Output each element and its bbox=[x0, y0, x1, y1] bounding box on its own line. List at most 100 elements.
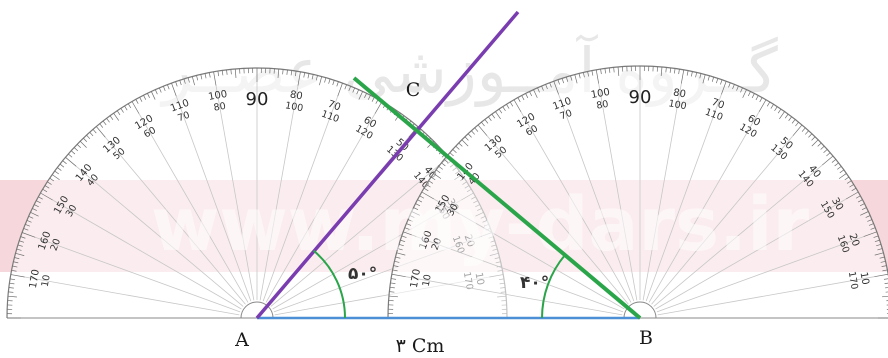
protractor-tick bbox=[449, 152, 454, 157]
protractor-tick bbox=[587, 71, 589, 77]
protractor-tick bbox=[541, 85, 544, 91]
protractor-tick bbox=[811, 136, 816, 141]
protractor-tick bbox=[191, 76, 195, 86]
protractor-tick bbox=[277, 68, 280, 78]
protractor-tick bbox=[364, 93, 367, 98]
protractor-tick bbox=[25, 224, 30, 227]
protractor-tick bbox=[423, 187, 429, 192]
protractor-tick bbox=[851, 187, 857, 192]
protractor-tick bbox=[428, 180, 434, 184]
protractor-tick bbox=[86, 134, 91, 140]
protractor-tick bbox=[857, 199, 863, 203]
protractor-tick bbox=[391, 278, 397, 280]
protractor-tick bbox=[845, 191, 859, 200]
protractor-ray bbox=[270, 165, 439, 307]
protractor-label-inner: 170 bbox=[846, 271, 860, 291]
protractor-tick bbox=[337, 82, 343, 97]
protractor-tick bbox=[859, 203, 865, 207]
protractor-tick bbox=[344, 84, 347, 90]
protractor-tick bbox=[834, 162, 839, 167]
protractor-tick bbox=[801, 127, 806, 132]
protractor-label-outer: 170 bbox=[409, 268, 423, 289]
protractor-tick bbox=[187, 77, 190, 83]
protractor-tick bbox=[742, 89, 747, 98]
protractor-tick bbox=[217, 71, 220, 77]
protractor-tick bbox=[208, 72, 211, 78]
protractor-tick bbox=[124, 105, 128, 111]
protractor-tick bbox=[16, 248, 22, 251]
protractor-tick bbox=[234, 68, 237, 78]
protractor-tick bbox=[617, 66, 620, 76]
protractor-tick bbox=[163, 86, 166, 91]
protractor-ray bbox=[138, 113, 249, 303]
protractor-ray bbox=[653, 164, 823, 307]
protractor-tick bbox=[820, 145, 825, 150]
protractor-tick bbox=[533, 89, 538, 98]
protractor-tick bbox=[397, 248, 403, 251]
protractor-tick bbox=[417, 199, 423, 203]
protractor-tick bbox=[303, 72, 306, 78]
protractor-tick bbox=[92, 129, 97, 134]
protractor-tick bbox=[109, 115, 114, 120]
protractor-tick bbox=[147, 93, 150, 98]
protractor-tick bbox=[877, 248, 883, 251]
protractor-tick bbox=[779, 111, 785, 120]
protractor-label-inner: 100 bbox=[668, 98, 688, 112]
protractor-tick bbox=[183, 78, 186, 84]
protractor-tick bbox=[513, 99, 522, 113]
protractor-tick bbox=[604, 68, 606, 74]
protractor-ray bbox=[104, 136, 246, 305]
protractor-tick bbox=[352, 87, 356, 93]
protractor-tick bbox=[811, 139, 819, 147]
protractor-tick bbox=[282, 69, 284, 75]
protractor-label-outer: 10 bbox=[858, 271, 871, 285]
protractor-tick bbox=[521, 95, 525, 101]
protractor-tick bbox=[158, 87, 162, 93]
protractor-tick bbox=[348, 86, 351, 91]
protractor-tick bbox=[795, 121, 799, 127]
protractor-tick bbox=[855, 195, 861, 199]
protractor-tick bbox=[367, 95, 371, 100]
protractor-tick bbox=[837, 166, 842, 170]
protractor-tick bbox=[42, 188, 48, 193]
protractor-tick bbox=[396, 252, 406, 256]
protractor-tick bbox=[120, 108, 124, 113]
protractor-ray bbox=[645, 94, 722, 302]
watermark-url-text: www.my-dars.ir bbox=[151, 182, 809, 268]
protractor-tick bbox=[34, 204, 39, 208]
protractor-ray bbox=[558, 94, 635, 302]
protractor-tick bbox=[721, 81, 727, 95]
protractor-tick bbox=[882, 269, 888, 272]
angle-arc-b bbox=[541, 254, 566, 319]
protractor-ray bbox=[651, 135, 794, 305]
protractor-tick bbox=[7, 295, 17, 298]
protractor-tick bbox=[680, 69, 685, 84]
protractor-tick bbox=[458, 142, 463, 147]
protractor-ray bbox=[657, 276, 875, 316]
protractor-tick bbox=[356, 89, 360, 95]
protractor-tick bbox=[286, 69, 288, 75]
protractor-tick bbox=[874, 252, 884, 256]
protractor-tick bbox=[324, 77, 327, 83]
protractor-tick bbox=[79, 140, 87, 148]
protractor-ray bbox=[259, 85, 299, 301]
protractor-tick bbox=[143, 95, 147, 100]
protractor-tick bbox=[403, 231, 417, 237]
protractor-tick bbox=[62, 160, 67, 165]
protractor-tick bbox=[395, 256, 401, 259]
protractor-tick bbox=[879, 256, 885, 259]
point-label-b: B bbox=[639, 327, 653, 349]
protractor-tick bbox=[32, 208, 37, 211]
protractor-label-inner: 80 bbox=[213, 101, 227, 114]
protractor-tick bbox=[213, 71, 217, 86]
protractor-ray bbox=[598, 83, 638, 301]
protractor-label-outer: 70 bbox=[326, 99, 342, 114]
protractor-label-inner: 70 bbox=[176, 110, 191, 124]
protractor-tick bbox=[413, 207, 419, 211]
protractor-ray bbox=[642, 83, 682, 301]
protractor-label-inner: 30 bbox=[445, 202, 461, 218]
protractor-tick bbox=[870, 227, 876, 230]
protractor-tick bbox=[553, 81, 559, 95]
protractor-tick bbox=[660, 66, 663, 76]
protractor-tick bbox=[319, 76, 323, 86]
